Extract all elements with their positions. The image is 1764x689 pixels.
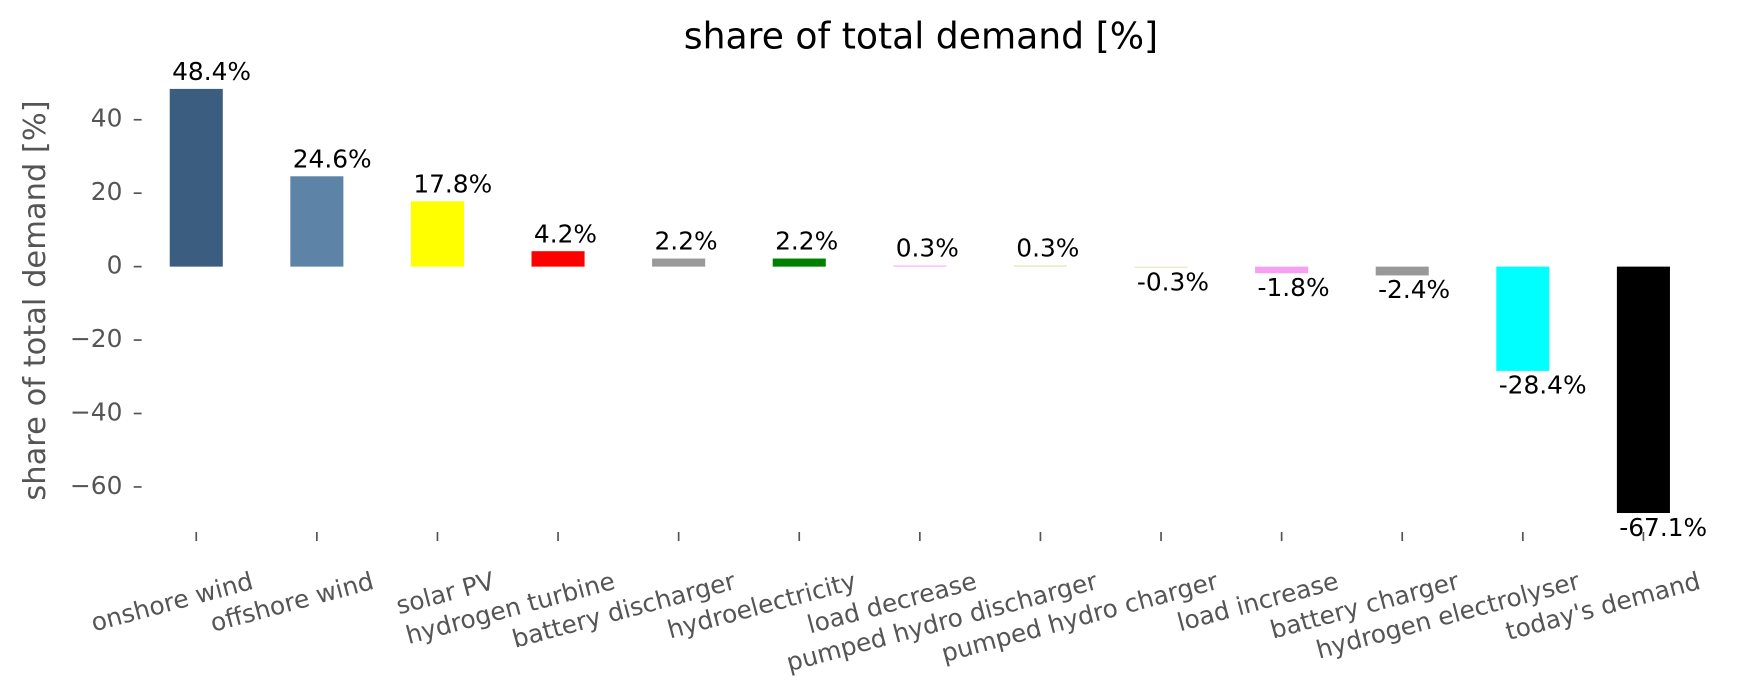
value-label: 2.2%	[655, 227, 718, 256]
y-tick-label: −20	[70, 324, 122, 353]
y-axis-label: share of total demand [%]	[18, 100, 53, 500]
y-tick-label: 20	[91, 177, 123, 206]
value-label: 0.3%	[896, 234, 959, 263]
bar	[410, 201, 464, 267]
value-label: -28.4%	[1499, 371, 1587, 400]
value-label: -1.8%	[1258, 273, 1330, 302]
bar	[1134, 266, 1188, 268]
y-tick-label: −40	[70, 398, 122, 427]
bar	[652, 258, 706, 267]
value-label: 4.2%	[534, 219, 597, 248]
y-tick-label: −60	[70, 471, 122, 500]
bar	[290, 176, 344, 267]
value-label: 24.6%	[293, 144, 372, 173]
value-label: 2.2%	[775, 227, 838, 256]
bar	[1616, 266, 1670, 514]
value-label: -2.4%	[1378, 275, 1450, 304]
y-tick-label: 0	[107, 251, 123, 280]
bar	[772, 258, 826, 267]
y-tick-label: 40	[91, 104, 123, 133]
value-label: 17.8%	[413, 169, 492, 198]
value-label: -67.1%	[1619, 513, 1707, 542]
value-label: -0.3%	[1137, 268, 1209, 297]
value-label: 48.4%	[172, 57, 251, 86]
bar	[169, 88, 223, 267]
bar	[1496, 266, 1550, 371]
value-label: 0.3%	[1016, 234, 1079, 263]
bar	[1013, 265, 1067, 267]
bar	[531, 251, 585, 267]
chart-title: share of total demand [%]	[684, 14, 1158, 57]
bar	[1375, 266, 1429, 276]
bar	[1255, 266, 1309, 274]
bar	[893, 265, 947, 267]
